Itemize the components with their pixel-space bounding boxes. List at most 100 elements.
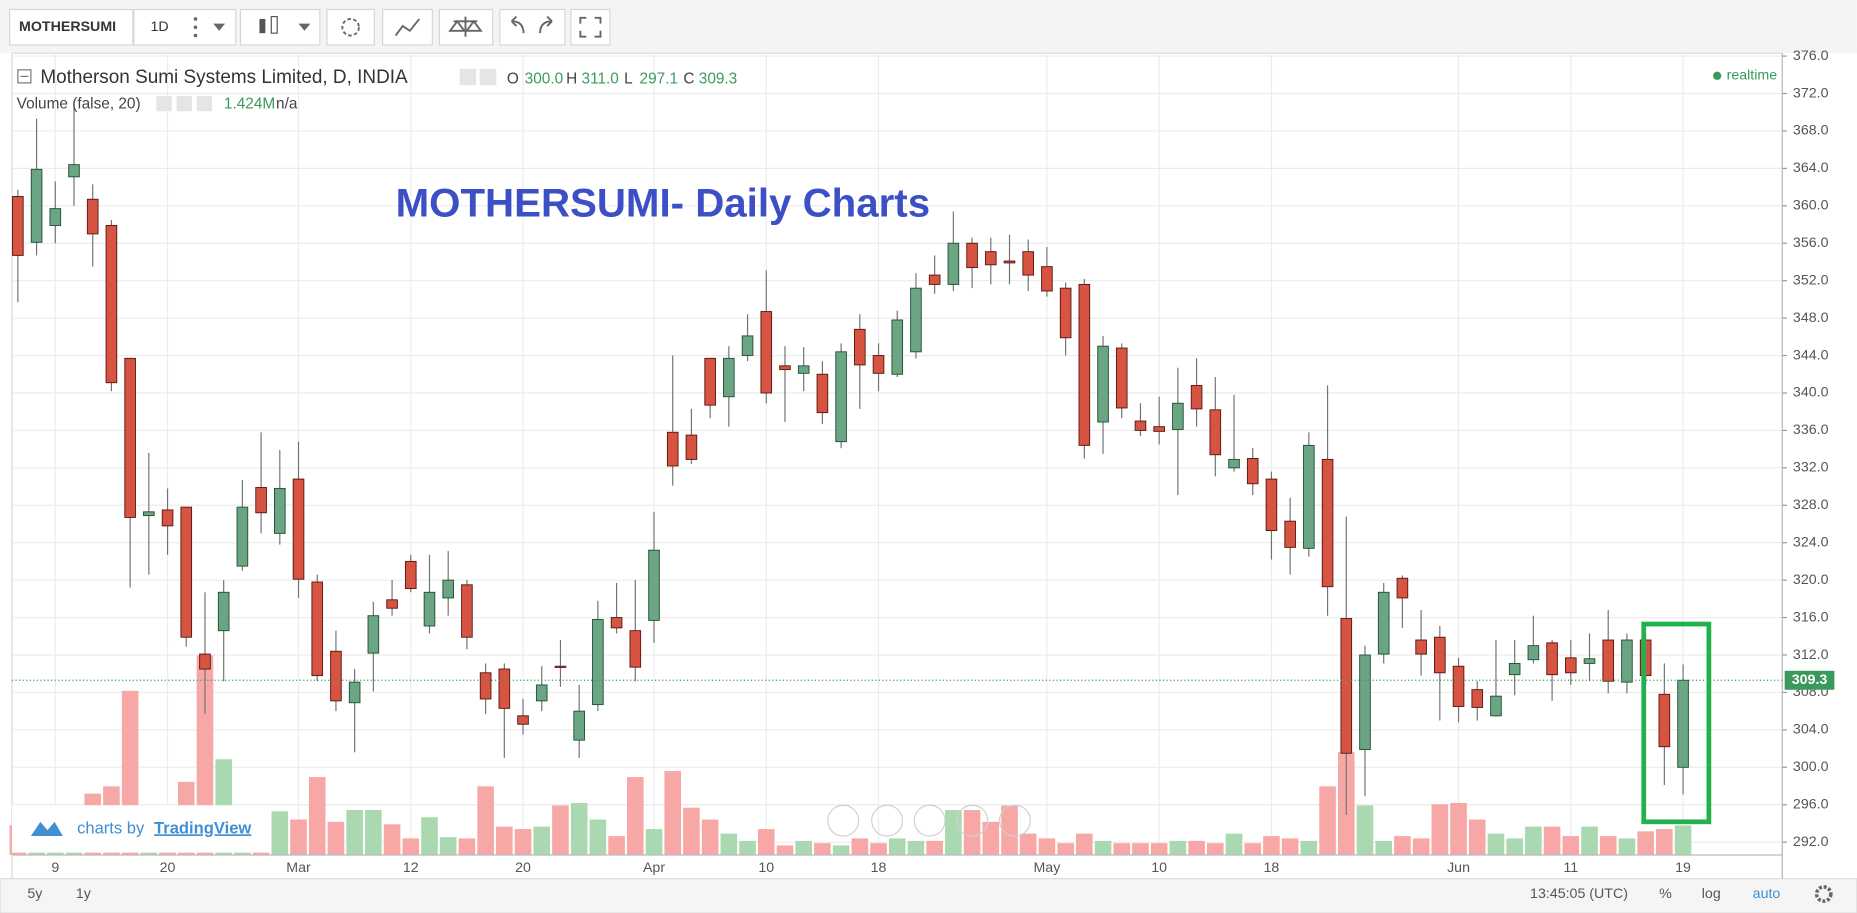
candle-body	[1284, 520, 1296, 548]
candle-body	[1153, 426, 1165, 432]
y-tick-label: 304.0	[1793, 722, 1829, 738]
candle-body	[517, 715, 529, 725]
volume-title: Volume (false, 20)	[17, 95, 141, 112]
settings-icon[interactable]	[479, 68, 497, 86]
y-tick-label: 324.0	[1793, 534, 1829, 550]
candle-body	[835, 351, 847, 443]
undo-redo-button[interactable]	[499, 8, 566, 46]
watermark-brand[interactable]: TradingView	[154, 818, 251, 837]
nav-buttons	[827, 804, 1031, 837]
candle-body	[928, 274, 941, 285]
candle-body	[404, 560, 417, 590]
dropdown-arrow	[213, 23, 226, 31]
candle-body	[348, 681, 361, 704]
tv-logo	[30, 821, 63, 837]
candle-body	[966, 242, 978, 269]
volume-bar	[1431, 804, 1449, 855]
ohlc-key: L	[624, 70, 633, 87]
candle-body	[554, 665, 567, 668]
chart-style-button[interactable]	[239, 8, 321, 46]
candle-body	[872, 355, 885, 374]
last-price-box	[1784, 670, 1835, 690]
candle-body	[68, 164, 80, 178]
candle-body	[1246, 458, 1259, 485]
y-tick-label: 344.0	[1793, 347, 1829, 363]
settings-button[interactable]	[326, 8, 375, 46]
candle-body	[741, 335, 754, 357]
volume-bar	[627, 777, 644, 855]
volume-value: 1.424M	[224, 95, 275, 112]
eye-icon[interactable]	[459, 68, 477, 86]
candle-body	[143, 511, 155, 517]
volume-bar	[608, 836, 625, 855]
candle-body	[1134, 420, 1147, 431]
range-1y[interactable]: 1y	[76, 886, 92, 902]
candle-body	[854, 328, 866, 366]
symbol-button[interactable]	[8, 8, 134, 46]
candle-body	[1602, 639, 1615, 682]
volume-bar	[1263, 836, 1280, 855]
candle-body	[685, 434, 698, 460]
volume-bar	[1468, 819, 1486, 855]
nav-reset[interactable]	[913, 804, 946, 837]
candle-body	[592, 618, 604, 706]
candle-icon	[270, 15, 278, 34]
clock: 13:45:05 (UTC)	[1530, 886, 1628, 902]
volume-bar	[1450, 802, 1467, 855]
fullscreen-icon	[579, 16, 602, 38]
footer-settings[interactable]	[1814, 885, 1833, 903]
volume-bar	[795, 840, 812, 855]
status-dot	[1713, 71, 1722, 80]
nav-left[interactable]	[827, 804, 860, 837]
eye-icon[interactable]	[156, 95, 172, 112]
nav-zoom-out[interactable]	[871, 804, 904, 837]
menu-dot	[193, 33, 198, 38]
volume-bar	[402, 838, 420, 855]
volume-bar	[383, 824, 401, 855]
candle-body	[498, 668, 511, 709]
y-tick-label: 336.0	[1793, 422, 1829, 438]
log-toggle[interactable]: log	[1702, 886, 1721, 902]
volume-bar	[439, 837, 457, 855]
range-5y[interactable]: 5y	[27, 886, 43, 902]
fullscreen-button[interactable]	[570, 8, 611, 46]
symbol-description: Motherson Sumi Systems Limited, D, INDIA	[40, 67, 408, 88]
y-tick-label: 376.0	[1793, 48, 1829, 64]
volume-bar	[1506, 838, 1523, 855]
volume-bar	[1581, 826, 1598, 855]
auto-toggle[interactable]: auto	[1753, 886, 1781, 902]
candle-body	[105, 225, 118, 384]
volume-bar	[1244, 843, 1262, 855]
candle-body	[1190, 385, 1203, 410]
candle-body	[629, 630, 642, 668]
y-tick-label: 372.0	[1793, 85, 1829, 101]
volume-bar	[982, 821, 1000, 855]
volume-bar	[1656, 829, 1673, 855]
nav-right[interactable]	[998, 804, 1031, 837]
x-tick-label: Apr	[643, 860, 665, 876]
volume-bar	[926, 840, 943, 855]
settings-icon[interactable]	[176, 95, 192, 112]
candle-body	[1490, 695, 1502, 717]
volume-bar	[1225, 833, 1243, 855]
candle-body	[1078, 283, 1091, 446]
volume-layer	[9, 655, 1692, 855]
volume-bar	[814, 843, 831, 855]
nav-zoom-in[interactable]	[956, 804, 989, 837]
volume-bar	[907, 840, 925, 855]
candle-body	[1265, 478, 1278, 532]
candle-body	[816, 373, 829, 414]
ohlc-key: O	[507, 70, 519, 87]
volume-bar	[945, 810, 962, 855]
remove-icon[interactable]	[196, 95, 213, 112]
volume-bar	[832, 845, 850, 855]
ohlc-key: H	[566, 70, 577, 87]
percent-toggle[interactable]: %	[1659, 886, 1672, 902]
collapse-toggle[interactable]	[17, 69, 32, 84]
candle-body	[1434, 636, 1446, 674]
candle-body	[1658, 693, 1671, 748]
indicators-button[interactable]	[382, 8, 433, 46]
candle-body	[1396, 577, 1409, 599]
